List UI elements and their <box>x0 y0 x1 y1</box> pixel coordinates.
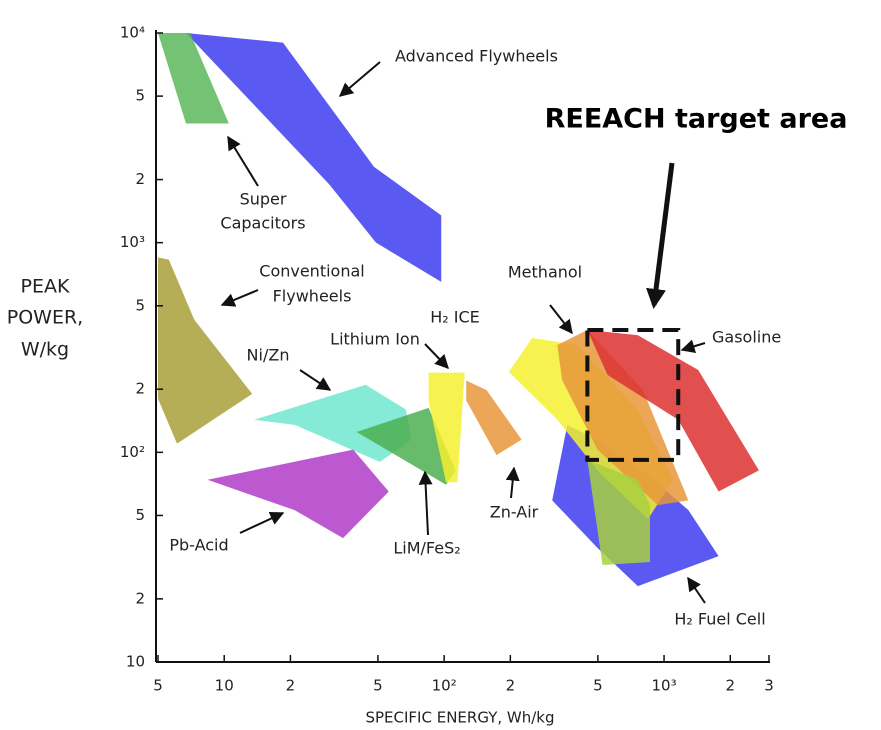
region <box>587 330 759 492</box>
arrow <box>687 576 706 604</box>
annotation: Methanol <box>508 263 582 282</box>
arrow <box>549 304 573 335</box>
target-arrow <box>646 162 675 309</box>
y-tick-label: 10⁴ <box>120 24 145 42</box>
x-tick-label: 10² <box>432 677 457 695</box>
target-label: REEACH target area <box>545 104 848 135</box>
arrow <box>505 466 520 499</box>
y-tick-label: 10 <box>126 653 145 671</box>
region <box>356 407 456 485</box>
y-tick-label: 5 <box>135 87 145 105</box>
annotation: Capacitors <box>220 214 305 233</box>
y-axis-label: POWER, <box>7 307 83 329</box>
y-tick-label: 10² <box>120 443 145 461</box>
annotation: H₂ ICE <box>430 308 480 327</box>
arrow <box>227 135 259 187</box>
arrow <box>680 339 706 354</box>
x-tick-label: 2 <box>286 677 296 695</box>
y-axis-label: PEAK <box>21 276 70 298</box>
x-tick-label: 5 <box>593 677 603 695</box>
y-tick-label: 2 <box>135 170 145 188</box>
x-tick-label: 10 <box>215 677 234 695</box>
x-tick-label: 5 <box>153 677 163 695</box>
x-tick-label: 5 <box>373 677 383 695</box>
annotation: Pb-Acid <box>169 536 228 555</box>
annotation: Flywheels <box>273 287 352 306</box>
y-axis-label: W/kg <box>21 339 69 361</box>
annotation: Lithium Ion <box>330 330 420 349</box>
y-tick-label: 2 <box>135 589 145 607</box>
x-tick-label: 2 <box>725 677 735 695</box>
y-tick-label: 5 <box>135 296 145 314</box>
annotation: Advanced Flywheels <box>395 47 558 66</box>
target-box <box>585 328 681 462</box>
arrow <box>299 369 332 391</box>
annotation: LiM/FeS₂ <box>393 539 460 558</box>
region <box>185 33 442 282</box>
x-tick-label: 10³ <box>652 677 677 695</box>
arrow <box>239 511 285 534</box>
y-tick-label: 2 <box>135 380 145 398</box>
regions <box>158 33 759 587</box>
arrow <box>338 61 381 97</box>
annotation: Gasoline <box>712 328 781 347</box>
x-tick-label: 3 <box>764 677 774 695</box>
annotation: Conventional <box>259 262 364 281</box>
region <box>466 380 522 456</box>
x-tick-label: 2 <box>506 677 516 695</box>
region <box>158 257 253 444</box>
arrow <box>220 289 259 307</box>
region <box>158 33 229 124</box>
annotation: Zn-Air <box>490 503 539 522</box>
y-tick-label: 5 <box>135 506 145 524</box>
region <box>207 449 389 539</box>
annotation: H₂ Fuel Cell <box>674 610 765 629</box>
y-tick-label: 10³ <box>120 233 145 251</box>
region <box>428 372 465 483</box>
region <box>557 330 689 506</box>
x-axis-label: SPECIFIC ENERGY, Wh/kg <box>365 709 554 727</box>
arrow <box>424 343 449 370</box>
labels: PEAK POWER, W/kg SPECIFIC ENERGY, Wh/kg … <box>7 47 848 727</box>
region <box>587 459 650 566</box>
annotation: Super <box>240 190 287 209</box>
arrow <box>418 470 433 536</box>
region <box>254 384 412 462</box>
arrows <box>220 61 706 604</box>
axes: 10 2 5 10² 2 5 10³ 2 5 10⁴ 5 10 2 5 10² 2 5 10³ 2 3 <box>120 24 774 695</box>
annotation: Ni/Zn <box>247 346 290 365</box>
